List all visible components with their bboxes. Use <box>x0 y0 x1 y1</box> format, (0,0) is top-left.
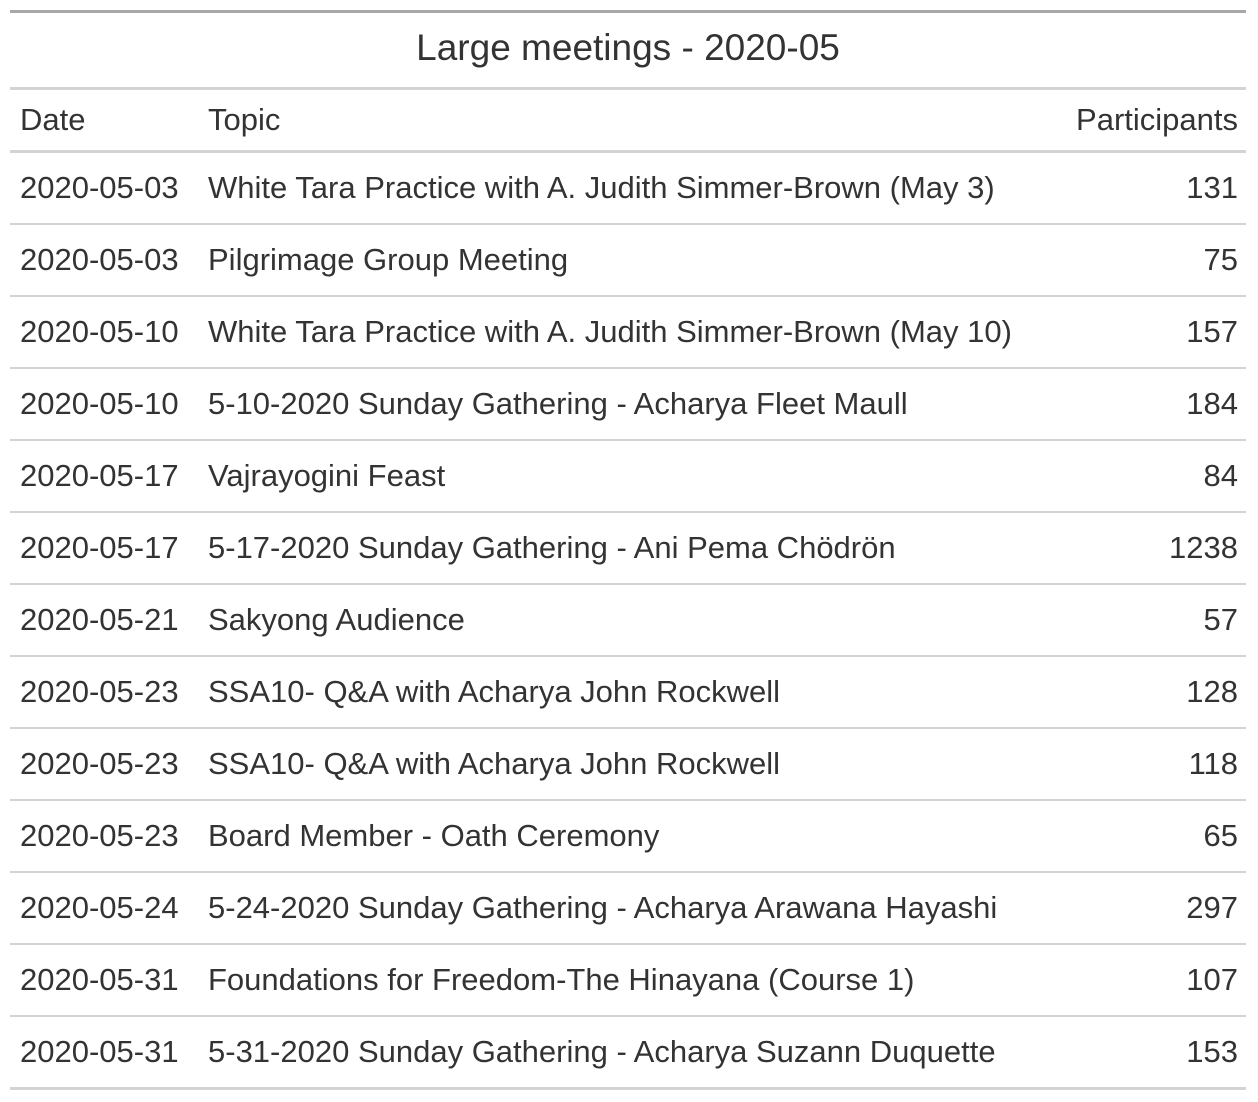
cell-topic: 5-17-2020 Sunday Gathering - Ani Pema Ch… <box>208 530 896 565</box>
table-title: Large meetings - 2020-05 <box>416 27 840 68</box>
cell-participants: 75 <box>1203 242 1238 277</box>
column-header-participants: Participants <box>1076 102 1238 137</box>
cell-date: 2020-05-21 <box>20 602 179 637</box>
table-top-rule <box>10 10 1246 13</box>
cell-participants: 65 <box>1203 818 1238 853</box>
column-header-topic: Topic <box>208 102 281 137</box>
cell-topic: Foundations for Freedom-The Hinayana (Co… <box>208 962 915 997</box>
cell-participants: 1238 <box>1169 530 1238 565</box>
cell-topic: 5-24-2020 Sunday Gathering - Acharya Ara… <box>208 890 998 925</box>
table-row: 2020-05-23 SSA10- Q&A with Acharya John … <box>10 657 1246 729</box>
cell-topic: Vajrayogini Feast <box>208 458 446 493</box>
table-row: 2020-05-03 Pilgrimage Group Meeting 75 <box>10 225 1246 297</box>
cell-date: 2020-05-23 <box>20 818 179 853</box>
cell-participants: 184 <box>1186 386 1238 421</box>
table-row: 2020-05-31 5-31-2020 Sunday Gathering - … <box>10 1017 1246 1090</box>
table-row: 2020-05-24 5-24-2020 Sunday Gathering - … <box>10 873 1246 945</box>
cell-date: 2020-05-23 <box>20 674 179 709</box>
table-row: 2020-05-10 5-10-2020 Sunday Gathering - … <box>10 369 1246 441</box>
table-row: 2020-05-31 Foundations for Freedom-The H… <box>10 945 1246 1017</box>
cell-topic: SSA10- Q&A with Acharya John Rockwell <box>208 674 781 709</box>
cell-participants: 107 <box>1186 962 1238 997</box>
table-row: 2020-05-21 Sakyong Audience 57 <box>10 585 1246 657</box>
cell-participants: 131 <box>1186 170 1238 205</box>
cell-date: 2020-05-03 <box>20 170 179 205</box>
cell-date: 2020-05-31 <box>20 962 179 997</box>
cell-date: 2020-05-10 <box>20 314 179 349</box>
table-row: 2020-05-17 Vajrayogini Feast 84 <box>10 441 1246 513</box>
cell-participants: 153 <box>1186 1034 1238 1069</box>
cell-participants: 118 <box>1188 746 1238 781</box>
table-row: 2020-05-03 White Tara Practice with A. J… <box>10 153 1246 225</box>
title-divider <box>10 87 1246 90</box>
cell-date: 2020-05-17 <box>20 530 179 565</box>
cell-topic: 5-31-2020 Sunday Gathering - Acharya Suz… <box>208 1034 996 1069</box>
header-divider <box>10 150 1246 153</box>
cell-topic: 5-10-2020 Sunday Gathering - Acharya Fle… <box>208 386 908 421</box>
cell-participants: 297 <box>1186 890 1238 925</box>
cell-topic: White Tara Practice with A. Judith Simme… <box>208 314 1012 349</box>
table-row: 2020-05-10 White Tara Practice with A. J… <box>10 297 1246 369</box>
cell-participants: 128 <box>1186 674 1238 709</box>
table-row: 2020-05-17 5-17-2020 Sunday Gathering - … <box>10 513 1246 585</box>
cell-date: 2020-05-10 <box>20 386 179 421</box>
cell-date: 2020-05-03 <box>20 242 179 277</box>
meetings-table: Large meetings - 2020-05 Date Topic Part… <box>10 10 1246 1090</box>
table-row: 2020-05-23 Board Member - Oath Ceremony … <box>10 801 1246 873</box>
cell-date: 2020-05-31 <box>20 1034 179 1069</box>
column-header-date: Date <box>20 102 86 137</box>
cell-topic: Sakyong Audience <box>208 602 465 637</box>
cell-topic: SSA10- Q&A with Acharya John Rockwell <box>208 746 781 781</box>
table-body: 2020-05-03 White Tara Practice with A. J… <box>10 153 1246 1090</box>
cell-participants: 57 <box>1203 602 1238 637</box>
cell-participants: 157 <box>1186 314 1238 349</box>
cell-date: 2020-05-17 <box>20 458 179 493</box>
cell-date: 2020-05-24 <box>20 890 179 925</box>
table-header-row: Date Topic Participants <box>10 90 1246 150</box>
cell-topic: White Tara Practice with A. Judith Simme… <box>208 170 995 205</box>
cell-topic: Board Member - Oath Ceremony <box>208 818 660 853</box>
cell-date: 2020-05-23 <box>20 746 179 781</box>
cell-topic: Pilgrimage Group Meeting <box>208 242 569 277</box>
table-row: 2020-05-23 SSA10- Q&A with Acharya John … <box>10 729 1246 801</box>
cell-participants: 84 <box>1203 458 1238 493</box>
